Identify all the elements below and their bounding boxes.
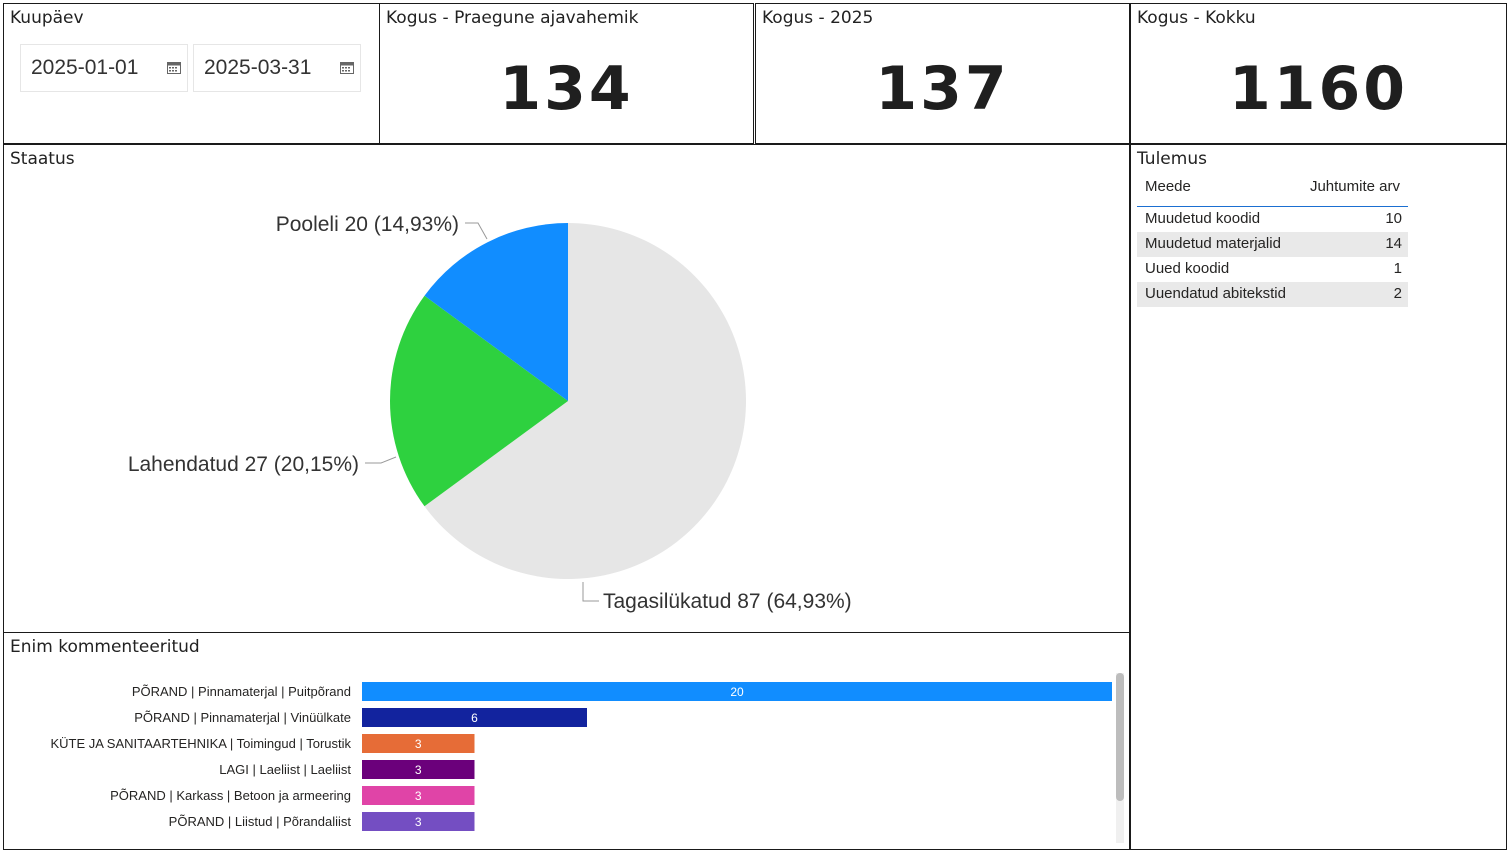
scrollbar-track[interactable] [1116,673,1124,843]
kpi-card-year: Kogus - 2025 137 [755,3,1130,144]
result-table: Meede Juhtumite arv Muudetud koodid 10 M… [1137,175,1408,307]
pie-label-lahendatud: Lahendatud 27 (20,15%) [128,453,359,476]
most-commented-bar-chart: PÕRAND | Pinnamaterjal | Puitpõrand 20 PÕR… [50,682,1112,831]
bar[interactable] [362,786,475,805]
pie-leader-line [365,456,397,464]
pie-label-pooleli: Pooleli 20 (14,93%) [276,213,459,236]
most-commented-panel: Enim kommenteeritud PÕRAND | Pinnamaterj… [3,632,1130,850]
end-date-value: 2025-03-31 [204,56,312,79]
row-name: Uuendatud abitekstid [1145,285,1286,302]
bar[interactable] [362,734,475,753]
row-count: 2 [1393,285,1402,302]
bar[interactable] [362,708,587,727]
most-commented-title: Enim kommenteeritud [10,637,200,657]
bar[interactable] [362,812,475,831]
bar-data-label: 6 [471,711,478,725]
result-title: Tulemus [1137,149,1207,169]
row-count: 10 [1385,210,1402,227]
bar-data-label: 3 [415,737,422,751]
kpi-value: 134 [499,54,634,124]
end-date-input[interactable]: 2025-03-31 [193,44,361,92]
pie-slice-lahendatud[interactable] [389,295,568,507]
column-header-meede[interactable]: Meede [1145,178,1191,195]
status-pie-chart: Pooleli 20 (14,93%) Lahendatud 27 (20,15… [128,213,852,613]
calendar-icon[interactable] [167,62,181,74]
bar-data-label: 3 [415,789,422,803]
bar-data-label: 3 [415,815,422,829]
pie-label-tagasilukatud: Tagasilükatud 87 (64,93%) [603,590,852,613]
date-filter-panel: Kuupäev 2025-01-01 2025-03-31 [3,3,380,144]
status-title: Staatus [10,149,75,169]
kpi-title: Kogus - Kokku [1137,8,1256,28]
status-panel: Staatus Pooleli 20 (14,93%) Lahendatud 2… [3,144,1130,633]
row-name: Muudetud materjalid [1145,235,1281,252]
table-header: Meede Juhtumite arv [1137,175,1408,207]
row-count: 1 [1393,260,1402,277]
table-row[interactable]: Muudetud koodid 10 [1137,207,1408,232]
pie-leader-line [582,582,599,602]
row-name: Uued koodid [1145,260,1230,277]
kpi-card-total: Kogus - Kokku 1160 [1130,3,1507,144]
result-panel: Tulemus Meede Juhtumite arv Muudetud koo… [1130,144,1507,850]
kpi-value: 1160 [1229,54,1408,124]
kpi-value: 137 [875,54,1010,124]
table-row[interactable]: Uuendatud abitekstid 2 [1137,282,1408,307]
table-row[interactable]: Muudetud materjalid 14 [1137,232,1408,257]
calendar-icon[interactable] [340,62,354,74]
bar-category-label: PÕRAND | Liistud | Põrandaliist [169,814,352,829]
pie-slice-tagasilükatud[interactable] [424,223,746,579]
kpi-title: Kogus - Praegune ajavahemik [386,8,639,28]
column-header-count[interactable]: Juhtumite arv [1309,178,1400,195]
bar[interactable] [362,682,1112,701]
start-date-input[interactable]: 2025-01-01 [20,44,188,92]
bar-data-label: 3 [415,763,422,777]
bar-category-label: PÕRAND | Pinnamaterjal | Puitpõrand [132,684,351,699]
kpi-card-current-period: Kogus - Praegune ajavahemik 134 [379,3,754,144]
bar-category-label: PÕRAND | Karkass | Betoon ja armeering [110,788,351,803]
date-filter-title: Kuupäev [10,8,84,28]
bar-category-label: KÜTE JA SANITAARTEHNIKA | Toimingud | To… [50,736,351,751]
row-count: 14 [1385,235,1402,252]
bar-category-label: LAGI | Laeliist | Laeliist [219,762,351,777]
bar-data-label: 20 [730,685,744,699]
pie-slice-pooleli[interactable] [424,223,568,401]
table-row[interactable]: Uued koodid 1 [1137,257,1408,282]
row-name: Muudetud koodid [1145,210,1261,227]
pie-leader-line [465,222,488,240]
bar[interactable] [362,760,475,779]
start-date-value: 2025-01-01 [31,56,139,79]
bar-category-label: PÕRAND | Pinnamaterjal | Vinüülkate [134,710,351,725]
scrollbar-thumb[interactable] [1116,673,1124,801]
kpi-title: Kogus - 2025 [762,8,874,28]
